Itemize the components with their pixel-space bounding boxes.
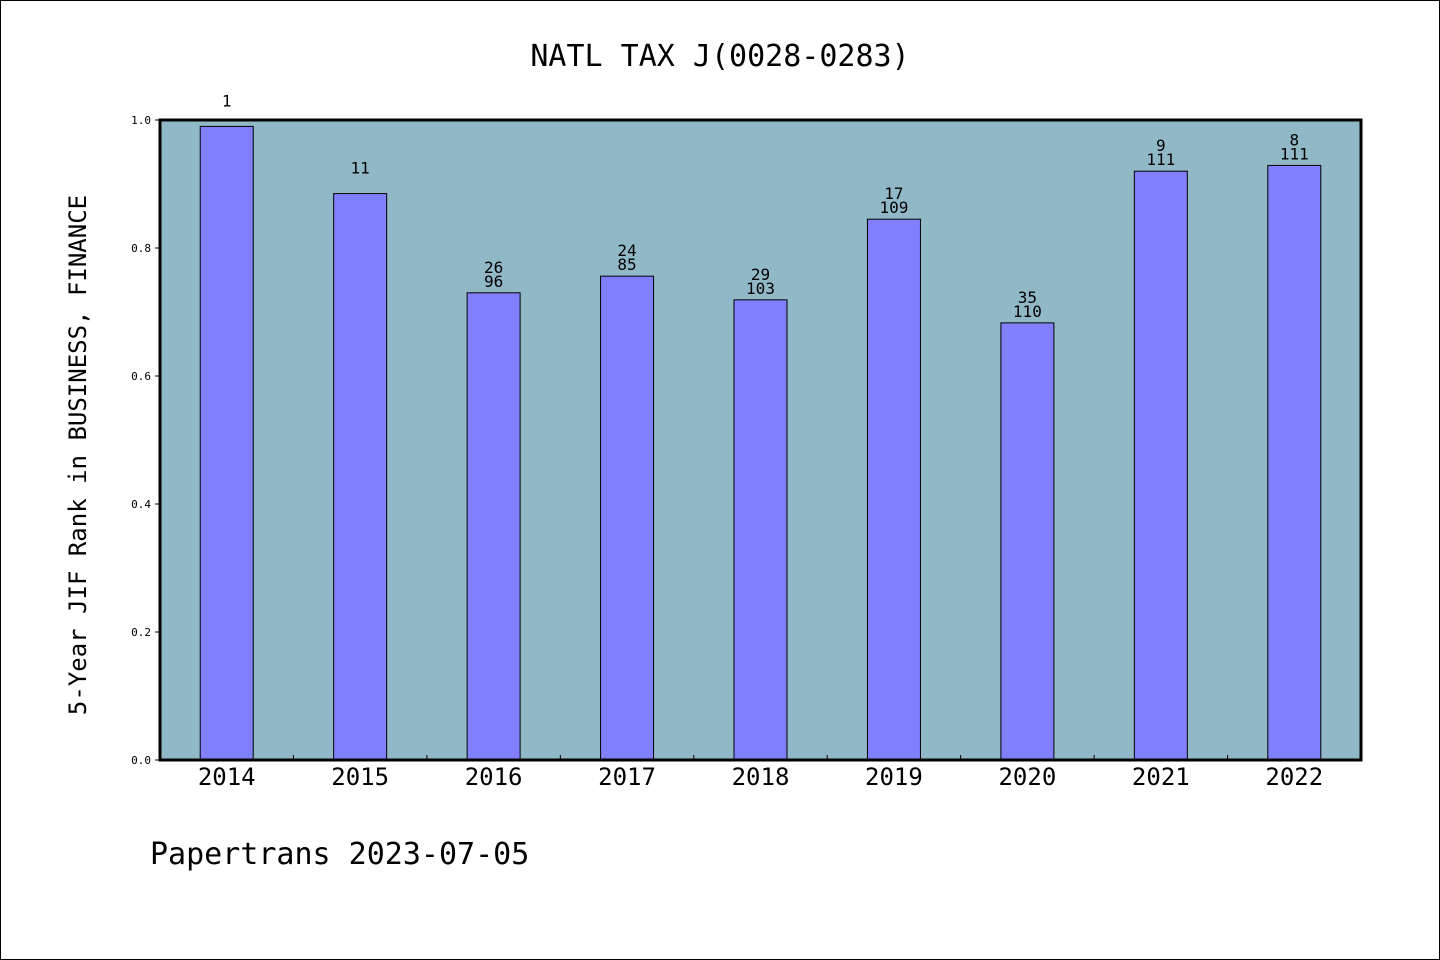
x-tick-label: 2015 bbox=[331, 763, 389, 791]
plot-border bbox=[158, 118, 1363, 762]
bar-2019 bbox=[866, 218, 921, 761]
bar-2014 bbox=[199, 125, 254, 761]
bar-2016 bbox=[466, 292, 521, 761]
bar-rank-label: 11 bbox=[351, 159, 370, 178]
bar-2015 bbox=[333, 193, 388, 761]
bar-total-label: 85 bbox=[617, 255, 636, 274]
y-tick-label: 0.0 bbox=[131, 754, 151, 767]
bar-2021 bbox=[1133, 170, 1188, 761]
bar-total-label: 103 bbox=[746, 279, 775, 298]
x-tick-label: 2022 bbox=[1265, 763, 1323, 791]
bar-rank-label: 35 bbox=[1018, 288, 1037, 307]
x-tick-label: 2018 bbox=[732, 763, 790, 791]
bar-2020 bbox=[1000, 322, 1055, 761]
chart-title: NATL TAX J(0028-0283) bbox=[530, 39, 909, 74]
y-tick-label: 0.8 bbox=[131, 242, 151, 255]
x-tick-label: 2021 bbox=[1132, 763, 1190, 791]
bar-2022 bbox=[1267, 164, 1322, 761]
bars-group bbox=[199, 125, 1322, 761]
bar-rank-label: 24 bbox=[617, 241, 636, 260]
y-ticks-group: 0.0 0.2 0.4 0.6 0.8 1.0 bbox=[131, 114, 160, 767]
bar-rank-label: 17 bbox=[884, 184, 903, 203]
bar-rank-label: 8 bbox=[1289, 130, 1299, 149]
x-tick-label: 2016 bbox=[465, 763, 523, 791]
bar-total-label: 111 bbox=[1280, 144, 1309, 163]
x-ticks-group: 2014 2015 2016 2017 2018 2019 2020 2021 2022 bbox=[198, 755, 1323, 791]
y-tick-label: 0.4 bbox=[131, 498, 151, 511]
y-axis-label: 5-Year JIF Rank in BUSINESS, FINANCE bbox=[64, 195, 92, 715]
bar-rank-label: 29 bbox=[751, 265, 770, 284]
y-tick-label: 0.6 bbox=[131, 370, 151, 383]
x-tick-label: 2014 bbox=[198, 763, 256, 791]
bar-rank-label: 1 bbox=[222, 91, 232, 110]
bar-2017 bbox=[600, 275, 655, 761]
bar-total-label: 109 bbox=[879, 198, 908, 217]
bar-rank-label: 26 bbox=[484, 258, 503, 277]
bar-total-label: 111 bbox=[1146, 150, 1175, 169]
x-tick-label: 2017 bbox=[598, 763, 656, 791]
bar-total-label: 96 bbox=[484, 272, 503, 291]
y-tick-label: 0.2 bbox=[131, 626, 151, 639]
bar-rank-label: 9 bbox=[1156, 136, 1166, 155]
bar-total-label: 110 bbox=[1013, 302, 1042, 321]
footer-text: Papertrans 2023-07-05 bbox=[150, 837, 529, 872]
y-tick-label: 1.0 bbox=[131, 114, 151, 127]
x-tick-label: 2020 bbox=[998, 763, 1056, 791]
bar-2018 bbox=[733, 299, 788, 761]
x-tick-label: 2019 bbox=[865, 763, 923, 791]
